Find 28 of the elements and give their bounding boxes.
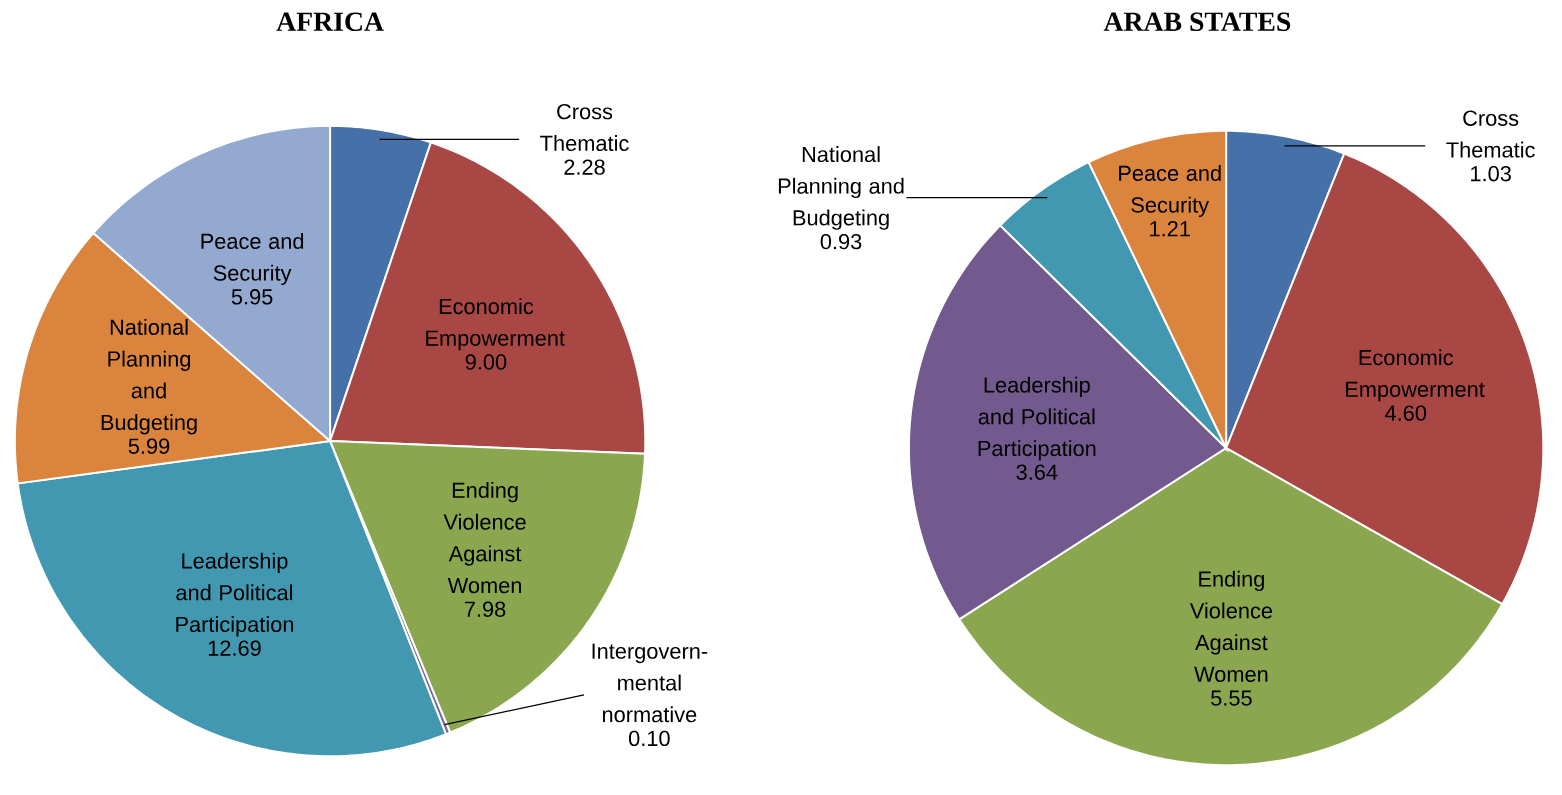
data-label: 3.64: [1016, 464, 1058, 480]
data-label: 5.99: [128, 438, 170, 454]
slice-label: Leadership and Political Participation: [978, 376, 1096, 461]
slice-label: Cross Thematic: [1446, 110, 1535, 158]
slice-label: Cross Thematic: [540, 103, 629, 152]
data-label: 5.55: [1211, 690, 1252, 706]
data-label: 7.98: [464, 601, 506, 617]
data-label: 1.03: [1471, 166, 1511, 182]
data-label: 0.93: [820, 233, 862, 250]
data-label: 2.28: [564, 159, 605, 175]
data-label: 12.69: [208, 640, 261, 656]
data-label: 5.95: [231, 289, 273, 305]
slice-label: Ending Violence Against Women: [1189, 570, 1273, 682]
slice-label: Peace and Security: [201, 233, 304, 286]
slice-label: Peace and Security: [1119, 164, 1221, 218]
data-label: 9.00: [465, 354, 507, 370]
chart-title: ARAB STATES: [1103, 12, 1291, 32]
slice-label: Economic Empowerment: [426, 298, 565, 351]
data-label: 0.10: [628, 730, 670, 747]
slice-label: National Planning and Budgeting: [778, 146, 904, 230]
slice-label: Ending Violence Against Women: [443, 482, 526, 594]
slice-label: National Planning and Budgeting: [101, 318, 197, 435]
slice-label: Intergovern-mental normative: [592, 643, 708, 723]
slice-label: Economic Empowerment: [1346, 349, 1485, 402]
data-label: 1.21: [1150, 221, 1190, 237]
slice-label: Leadership and Political Participation: [176, 552, 294, 637]
chart-title: AFRICA: [276, 12, 384, 32]
data-label: 4.60: [1385, 405, 1427, 421]
